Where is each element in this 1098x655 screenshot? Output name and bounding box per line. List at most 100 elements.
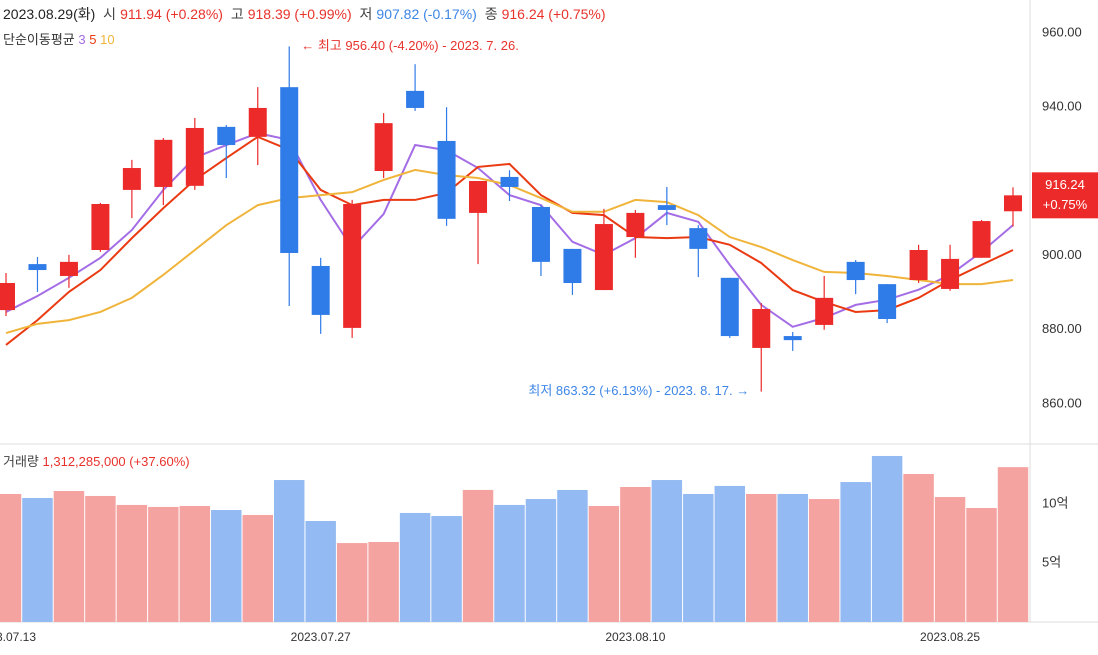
candle-body bbox=[311, 265, 330, 315]
candle-body bbox=[469, 181, 488, 213]
high-annotation: ← 최고 956.40 (-4.20%) - 2023. 7. 26. bbox=[301, 38, 519, 53]
candle-body bbox=[1004, 195, 1022, 212]
volume-bar bbox=[53, 491, 85, 622]
open-text: 911.94 (+0.28%) bbox=[120, 6, 223, 22]
volume-bar bbox=[179, 506, 211, 622]
candle-body bbox=[28, 264, 47, 271]
last-change: +0.75% bbox=[1043, 197, 1088, 212]
candle-body bbox=[406, 90, 425, 108]
close-text: 916.24 (+0.75%) bbox=[501, 6, 606, 22]
candle-body bbox=[343, 204, 362, 328]
volume-bar bbox=[22, 497, 53, 622]
volume-bar bbox=[525, 499, 557, 622]
volume-bar bbox=[588, 506, 620, 622]
volume-bar bbox=[808, 499, 840, 622]
x-tick-label: 2023.08.25 bbox=[920, 630, 980, 644]
candle-body bbox=[217, 126, 236, 146]
candle-body bbox=[185, 127, 204, 186]
high-label: 고 bbox=[230, 6, 244, 22]
close-label: 종 bbox=[484, 6, 498, 22]
last-price-box bbox=[1032, 172, 1098, 219]
volume-bar bbox=[903, 474, 934, 622]
volume-bar bbox=[368, 541, 399, 622]
volume-bar bbox=[966, 508, 997, 622]
volume-bar bbox=[840, 482, 871, 622]
candle-body bbox=[563, 248, 582, 284]
y-tick-label: 880.00 bbox=[1042, 321, 1082, 336]
volume-bar bbox=[557, 489, 588, 622]
candle-body bbox=[500, 176, 519, 187]
volume-bar bbox=[494, 504, 525, 622]
volume-bar bbox=[399, 512, 431, 622]
candle-body bbox=[59, 261, 78, 276]
volume-bar bbox=[148, 506, 179, 622]
candle-body bbox=[909, 250, 928, 281]
candle-body bbox=[972, 221, 991, 258]
volume-bar bbox=[714, 485, 746, 622]
moving-average-line bbox=[5, 135, 1014, 346]
volume-title: 거래량 1,312,285,000 (+37.60%) bbox=[3, 454, 190, 469]
candle-body bbox=[626, 212, 645, 238]
header-date: 2023.08.29(화) bbox=[3, 6, 96, 22]
volume-bar bbox=[620, 487, 651, 622]
volume-bar bbox=[211, 510, 242, 622]
legend-title: 단순이동평균 bbox=[3, 32, 75, 47]
candle-body bbox=[280, 87, 299, 253]
candle-body bbox=[531, 206, 550, 262]
candle-body bbox=[437, 140, 456, 219]
volume-bar bbox=[651, 480, 683, 622]
candle-body bbox=[248, 107, 267, 137]
volume-bar bbox=[0, 493, 22, 622]
low-annotation: 최저 863.32 (+6.13%) - 2023. 8. 17. → bbox=[528, 383, 749, 398]
low-text: 907.82 (-0.17%) bbox=[376, 6, 477, 22]
candle-body bbox=[594, 224, 613, 291]
volume-bar bbox=[462, 489, 494, 622]
x-tick-label: 2023.07.27 bbox=[291, 630, 351, 644]
legend-entry: 3 bbox=[78, 32, 85, 47]
volume-bar bbox=[746, 493, 777, 622]
legend-entry: 5 bbox=[89, 32, 96, 47]
volume-bar bbox=[431, 516, 462, 622]
last-price: 916.24 bbox=[1045, 177, 1085, 192]
volume-bar bbox=[997, 467, 1029, 622]
candle-body bbox=[657, 205, 676, 210]
volume-bar bbox=[336, 543, 368, 622]
y-tick-label: 900.00 bbox=[1042, 247, 1082, 262]
legend-entry: 10 bbox=[100, 32, 114, 47]
high-text: 918.39 (+0.99%) bbox=[247, 6, 352, 22]
x-tick-label: 2023.07.13 bbox=[0, 630, 36, 644]
open-label: 시 bbox=[103, 6, 117, 22]
legend: 단순이동평균 3 5 10 bbox=[3, 32, 115, 47]
volume-bar bbox=[777, 493, 808, 622]
candle-body bbox=[815, 297, 834, 325]
candle-body bbox=[752, 308, 771, 348]
candle-body bbox=[122, 168, 141, 190]
volume-label: 거래량 bbox=[3, 454, 39, 469]
y-tick-label: 940.00 bbox=[1042, 99, 1082, 114]
y-tick-label: 10억 bbox=[1042, 495, 1068, 510]
y-tick-label: 860.00 bbox=[1042, 395, 1082, 410]
x-tick-label: 2023.08.10 bbox=[605, 630, 665, 644]
y-tick-label: 960.00 bbox=[1042, 24, 1082, 39]
volume-value: 1,312,285,000 (+37.60%) bbox=[43, 454, 190, 469]
volume-bar bbox=[116, 504, 148, 622]
low-label: 저 bbox=[359, 6, 373, 22]
candle-body bbox=[0, 283, 15, 311]
y-tick-label: 5억 bbox=[1042, 554, 1061, 569]
candle-body bbox=[720, 277, 739, 337]
volume-bar bbox=[871, 455, 903, 622]
candle-body bbox=[91, 204, 110, 251]
header: 2023.08.29(화) 시 911.94 (+0.28%) 고 918.39 (… bbox=[3, 4, 610, 24]
candle-body bbox=[783, 336, 802, 341]
candle-body bbox=[154, 139, 173, 187]
candle-body bbox=[846, 261, 865, 281]
candle-body bbox=[689, 228, 708, 249]
volume-bar bbox=[273, 480, 305, 622]
volume-bar bbox=[85, 495, 116, 622]
volume-bar bbox=[305, 520, 336, 622]
volume-bar bbox=[683, 493, 714, 622]
candle-body bbox=[878, 284, 897, 319]
volume-bar bbox=[242, 514, 273, 622]
